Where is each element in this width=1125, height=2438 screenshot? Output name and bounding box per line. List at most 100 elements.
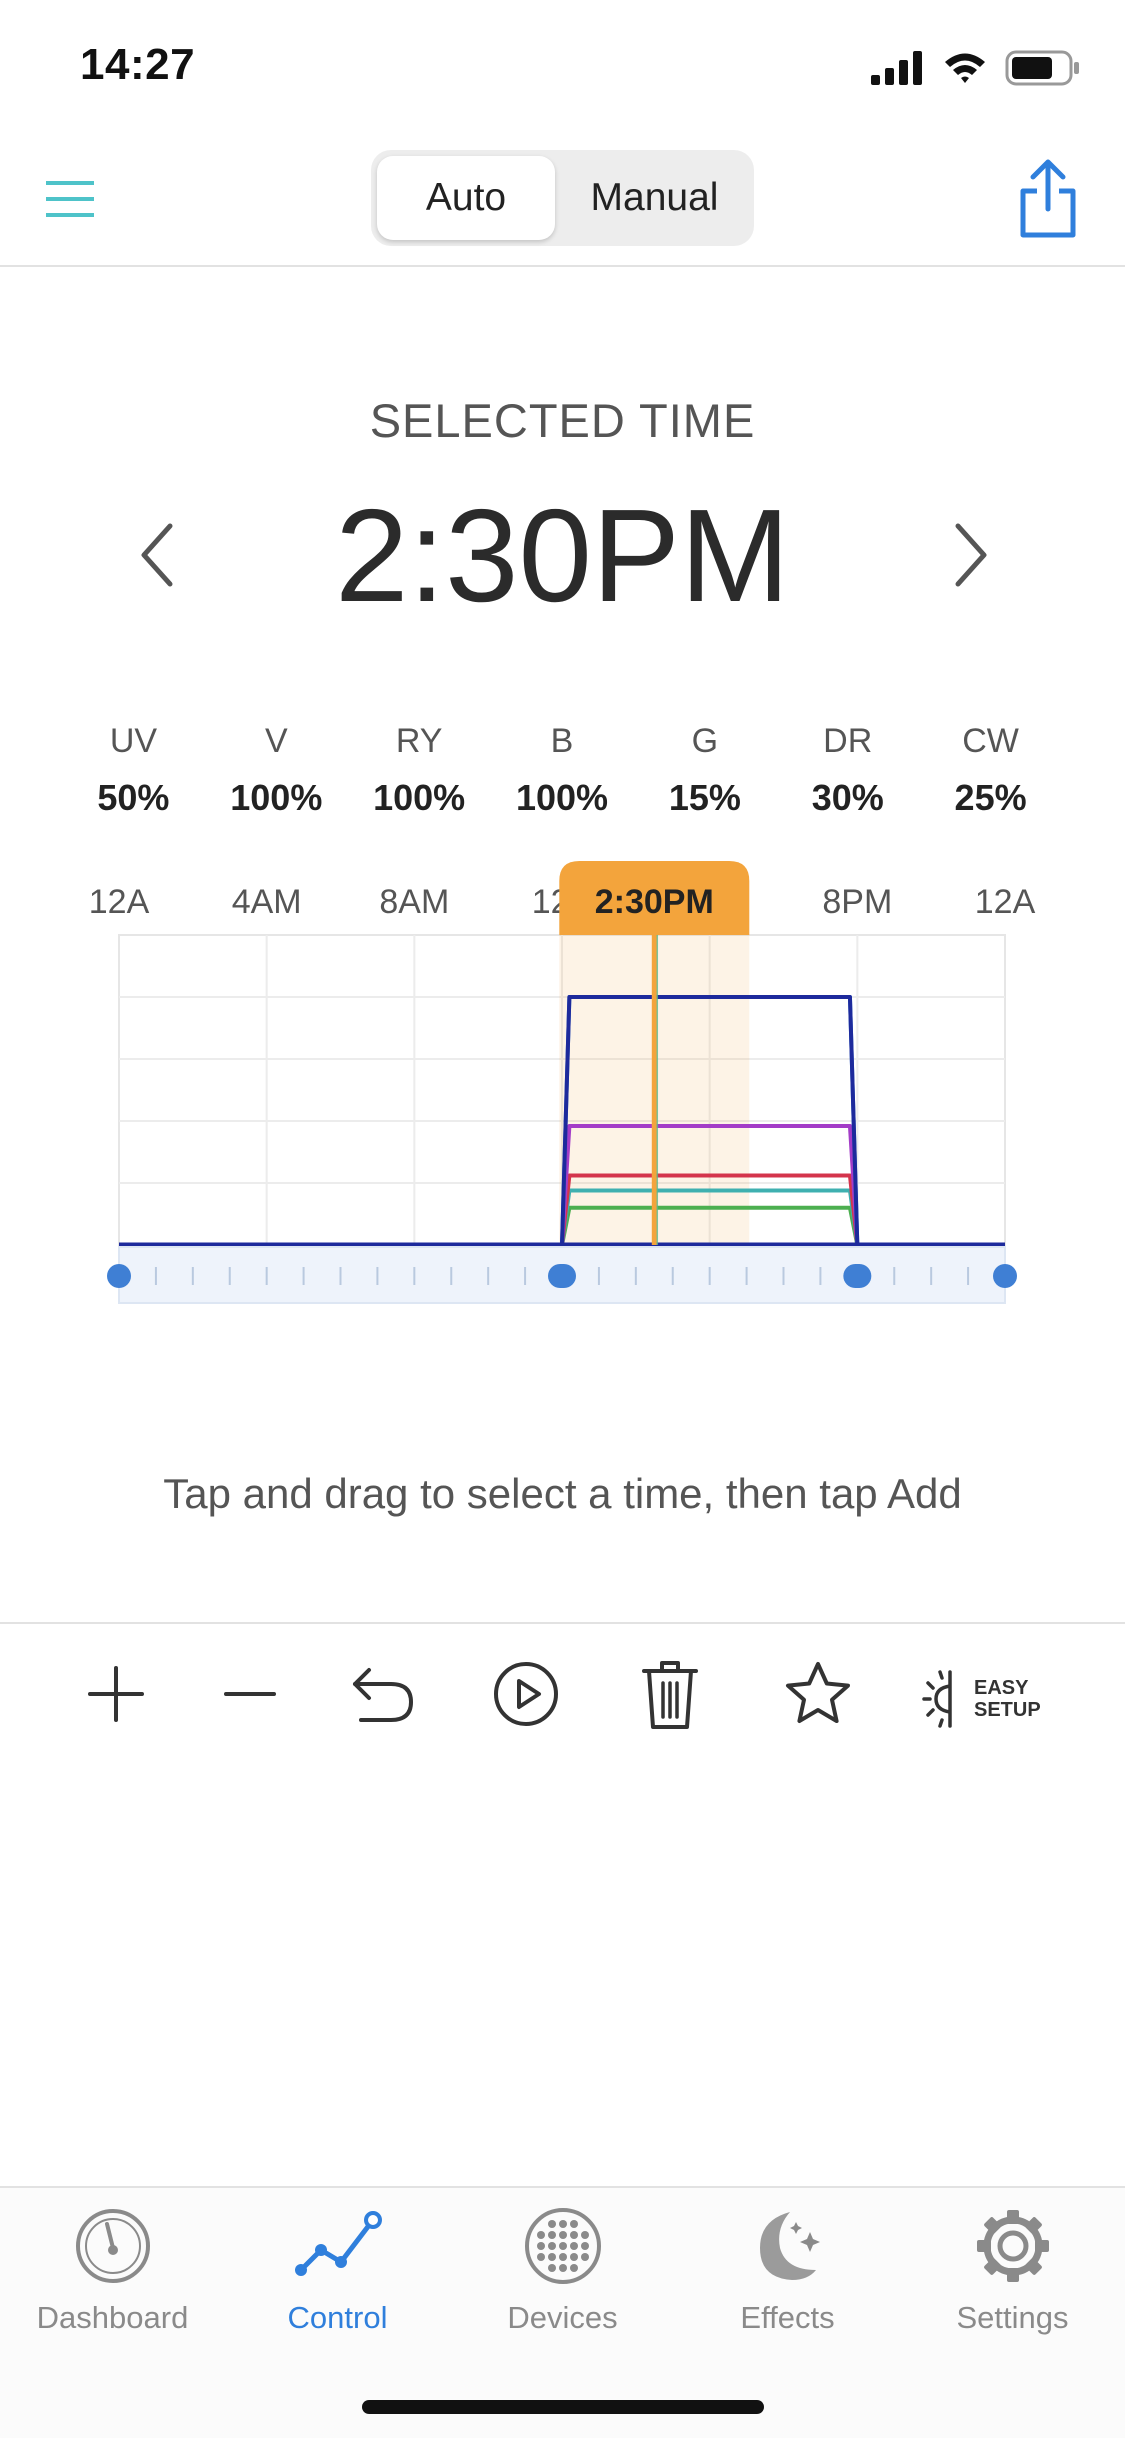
- devices-led-dot: [536, 2253, 545, 2261]
- schedule-point-handle: [843, 1264, 872, 1288]
- dashboard-icon: [75, 2209, 150, 2283]
- channel-cw: CW 25%: [919, 722, 1062, 819]
- control-icon: [294, 2211, 382, 2276]
- devices-led-dot: [558, 2253, 567, 2261]
- channel-value: 100%: [515, 777, 609, 818]
- hint-text: Tap and drag to select a time, then tap …: [163, 1470, 962, 1517]
- minus-icon: [224, 1692, 276, 1696]
- add-button[interactable]: [76, 1654, 156, 1734]
- schedule-chart-svg[interactable]: 12A4AM8AM12P8PM12A2:30PM: [0, 855, 1125, 1325]
- remove-button[interactable]: [210, 1654, 290, 1734]
- devices-led-dot: [569, 2220, 578, 2228]
- channel-b: B 100%: [491, 722, 634, 819]
- devices-led-dot: [558, 2220, 567, 2228]
- trash-icon: [642, 1661, 698, 1729]
- channel-ry: RY 100%: [348, 722, 491, 819]
- chart-time-label: 12A: [975, 883, 1036, 921]
- devices-led-dot: [547, 2220, 556, 2228]
- hamburger-menu-icon: [46, 181, 94, 217]
- schedule-point-handle: [548, 1264, 576, 1288]
- play-circle-icon: [494, 1662, 558, 1726]
- channel-value: 100%: [230, 777, 323, 818]
- mode-segmented-control: Auto Manual: [371, 150, 754, 246]
- chart-time-label: 12A: [89, 883, 150, 921]
- tab-label: Devices: [507, 2300, 618, 2335]
- devices-icon: [524, 2208, 601, 2284]
- selected-time-label: SELECTED TIME: [369, 394, 756, 447]
- status-time: 14:27: [80, 40, 196, 89]
- home-indicator: [362, 2400, 764, 2414]
- devices-led-dot: [569, 2253, 578, 2261]
- devices-led-dot: [547, 2231, 556, 2239]
- previous-time-button[interactable]: [128, 520, 188, 590]
- favorite-button[interactable]: [778, 1654, 858, 1734]
- channel-name: CW: [962, 722, 1019, 760]
- channel-dr: DR 30%: [776, 722, 919, 819]
- status-icons: [871, 46, 1081, 90]
- channel-g: G 15%: [633, 722, 776, 819]
- chart-time-label: 8AM: [379, 883, 449, 921]
- devices-led-dot: [558, 2231, 567, 2239]
- tab-label: Effects: [740, 2300, 835, 2335]
- devices-led-dot: [569, 2231, 578, 2239]
- selected-time-value: 2:30PM: [335, 482, 790, 629]
- delete-button[interactable]: [630, 1654, 710, 1734]
- channel-name: G: [691, 722, 719, 760]
- wifi-icon: [945, 53, 985, 83]
- tab-label: Settings: [956, 2300, 1069, 2335]
- undo-button[interactable]: [342, 1654, 422, 1734]
- devices-led-dot: [547, 2264, 556, 2272]
- schedule-chart[interactable]: 12A4AM8AM12P8PM12A2:30PM: [0, 855, 1125, 1325]
- easy-setup-label: EASY SETUP: [974, 1677, 1041, 1721]
- devices-led-dot: [547, 2253, 556, 2261]
- easy-setup-line2: SETUP: [974, 1699, 1041, 1721]
- selected-time-badge-label: 2:30PM: [595, 883, 714, 921]
- channel-name: DR: [823, 722, 873, 760]
- devices-led-dot: [569, 2242, 578, 2250]
- devices-led-dot: [536, 2231, 545, 2239]
- easy-setup-line1: EASY: [974, 1677, 1029, 1699]
- channel-value: 50%: [97, 777, 170, 818]
- selected-time-badge: [559, 861, 750, 935]
- chevron-right-icon: [955, 523, 987, 587]
- segment-manual[interactable]: Manual: [590, 176, 719, 219]
- share-icon: [1020, 159, 1076, 238]
- star-icon: [786, 1662, 850, 1723]
- schedule-point-handle: [107, 1264, 131, 1288]
- channel-value: 100%: [373, 777, 466, 818]
- tab-label: Dashboard: [36, 2300, 189, 2335]
- devices-led-dot: [580, 2242, 589, 2250]
- easy-setup-button[interactable]: EASY SETUP: [920, 1664, 1041, 1734]
- channel-values: UV 50% V 100% RY 100% B 100% G 15% DR 30…: [62, 722, 1062, 819]
- menu-button[interactable]: [44, 175, 100, 225]
- schedule-point-handle: [993, 1264, 1017, 1288]
- effects-icon: [759, 2212, 820, 2280]
- devices-led-dot: [558, 2242, 567, 2250]
- tab-dashboard[interactable]: Dashboard: [0, 2206, 225, 2356]
- cellular-signal-icon: [871, 51, 922, 85]
- channel-value: 25%: [954, 777, 1027, 818]
- share-button[interactable]: [1013, 157, 1083, 241]
- channel-uv: UV 50%: [62, 722, 205, 819]
- play-preview-button[interactable]: [486, 1654, 566, 1734]
- tab-effects[interactable]: Effects: [675, 2206, 900, 2356]
- battery-icon: [1005, 50, 1079, 86]
- channel-name: B: [550, 722, 574, 760]
- segment-auto[interactable]: Auto: [377, 156, 555, 240]
- tab-settings[interactable]: Settings: [900, 2206, 1125, 2356]
- easy-setup-sun-icon: [922, 1670, 952, 1728]
- action-toolbar: EASY SETUP: [0, 1622, 1125, 1754]
- gear-ring: [983, 2216, 1042, 2276]
- channel-name: RY: [395, 722, 443, 760]
- devices-led-dot: [558, 2264, 567, 2272]
- chart-time-label: 4AM: [232, 883, 302, 921]
- plus-icon: [88, 1666, 144, 1722]
- tab-control[interactable]: Control: [225, 2206, 450, 2356]
- devices-led-dot: [547, 2242, 556, 2250]
- channel-v: V 100%: [205, 722, 348, 819]
- header: Auto Manual: [0, 135, 1125, 267]
- next-time-button[interactable]: [940, 520, 1000, 590]
- tab-devices[interactable]: Devices: [450, 2206, 675, 2356]
- channel-value: 30%: [811, 777, 884, 818]
- channel-name: UV: [109, 722, 158, 760]
